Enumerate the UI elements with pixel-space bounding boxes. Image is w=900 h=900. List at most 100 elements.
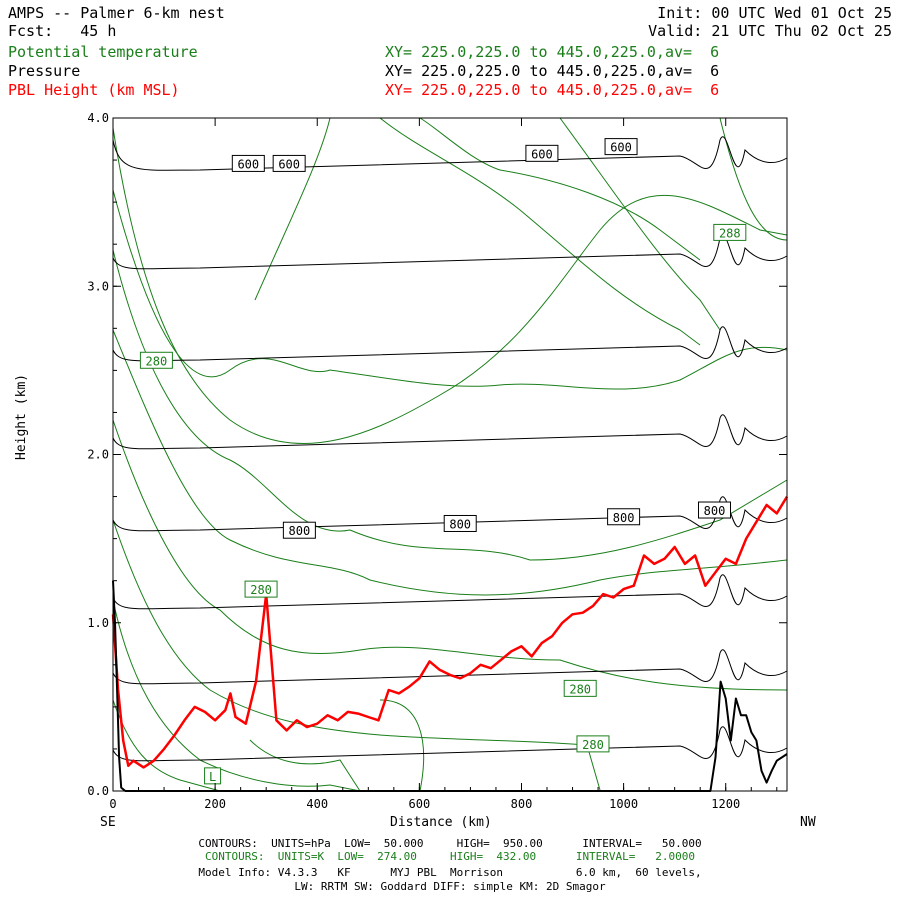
terrain-series-line: [112, 580, 788, 792]
pressure-contour-label-box: [443, 514, 477, 532]
theta-contour-label-text: 288: [719, 226, 741, 240]
theta-contour-label-text: 280: [582, 738, 604, 752]
theta-contour-line: [254, 117, 331, 301]
y-tick-label: 0.0: [87, 784, 109, 798]
theta-contour-label-box: [563, 679, 597, 697]
pressure-contour-label-text: 600: [278, 157, 300, 171]
footer-model-info: Model Info: V4.3.3 KF MYJ PBL Morrison 6…: [198, 866, 702, 879]
y-tick-label: 2.0: [87, 448, 109, 462]
theta-contour-label: 280: [244, 580, 278, 598]
pressure-contour-line: [112, 496, 788, 532]
field-pbl-label: PBL Height (km MSL): [8, 81, 180, 99]
pressure-contour-label-text: 600: [610, 141, 632, 155]
theta-contour-label: 280: [563, 679, 597, 697]
theta-contour-label-box: [713, 223, 747, 241]
x-tick-label: 1000: [609, 797, 638, 811]
pressure-contour-line: [112, 414, 788, 450]
x-tick-label: 0: [109, 797, 116, 811]
data-series: [111, 495, 789, 792]
theta-contour-label-text: 280: [146, 354, 168, 368]
pressure-contour-label-text: 800: [449, 517, 471, 531]
pressure-contour-label: 600: [604, 138, 638, 156]
field-theta-label: Potential temperature: [8, 43, 198, 61]
theta-contour-label-box: [576, 735, 610, 753]
pressure-contour-line: [112, 726, 788, 762]
contour-labels: 600 600 600 600 800 800 800 800 280 280 280 280 288 L: [139, 138, 747, 785]
x-axis-title: Distance (km): [390, 815, 492, 830]
theta-contour-line: [379, 699, 425, 792]
field-pressure-label: Pressure: [8, 62, 81, 80]
theta-contour-label-text: 280: [250, 583, 272, 597]
pressure-contour-line: [112, 234, 788, 270]
pressure-contour-label-box: [525, 144, 559, 162]
theta-contour-label: 288: [713, 223, 747, 241]
pressure-contour-label: 800: [282, 521, 316, 539]
chart-title: AMPS -- Palmer 6-km nest: [8, 4, 225, 22]
pressure-contours: [112, 136, 788, 762]
y-axis-title: Height (km): [14, 373, 29, 460]
theta-contour-line: [112, 329, 788, 596]
nw-label: NW: [800, 815, 816, 830]
theta-contour-line: [112, 699, 221, 792]
theta-contour-line: [379, 117, 701, 346]
x-tick-label: 400: [306, 797, 328, 811]
theta-contour-line: [419, 117, 701, 261]
theta-contour-label-box: [139, 351, 173, 369]
pressure-contour-label: 800: [697, 501, 731, 519]
xy-theta: XY= 225.0,225.0 to 445.0,225.0,av= 6: [385, 43, 720, 61]
pressure-contour-label: 800: [607, 508, 641, 526]
pressure-contour-label-box: [231, 154, 265, 172]
pressure-contour-label: 600: [272, 154, 306, 172]
xy-pbl: XY= 225.0,225.0 to 445.0,225.0,av= 6: [385, 81, 720, 99]
footer-pressure-contours: CONTOURS: UNITS=hPa LOW= 50.000 HIGH= 95…: [198, 837, 702, 850]
theta-contour-line: [112, 419, 788, 691]
theta-contour-label-text: 280: [569, 682, 591, 696]
low-marker: L: [204, 767, 222, 785]
pressure-contour-label-text: 800: [704, 504, 726, 518]
theta-contour-label-box: [244, 580, 278, 598]
pressure-contour-line: [112, 326, 788, 362]
theta-contour-line: [559, 117, 721, 331]
low-marker-box: [204, 767, 222, 785]
pressure-contour-label: 600: [525, 144, 559, 162]
pressure-contour-label-box: [607, 508, 641, 526]
pressure-contour-line: [112, 649, 788, 685]
theta-contour-line: [112, 127, 788, 444]
y-tick-label: 4.0: [87, 111, 109, 125]
axes: 0 200 400 600 800 1000 1200 0.0 1.0 2.0 3.0 4.0: [87, 111, 787, 811]
low-marker-text: L: [209, 770, 216, 784]
pressure-contour-label-box: [272, 154, 306, 172]
theta-contour-line: [112, 249, 788, 561]
valid-time: Valid: 21 UTC Thu 02 Oct 25: [648, 22, 892, 40]
footer-theta-contours: CONTOURS: UNITS=K LOW= 274.00 HIGH= 432.…: [204, 850, 696, 863]
theta-contour-line: [719, 117, 788, 241]
theta-contour-line: [249, 739, 361, 792]
forecast-hour: Fcst: 45 h: [8, 22, 117, 40]
xy-pressure: XY= 225.0,225.0 to 445.0,225.0,av= 6: [385, 62, 720, 80]
pbl-height-series-line: [111, 495, 789, 769]
pressure-contour-label-text: 800: [289, 524, 311, 538]
theta-contour-label: 280: [139, 351, 173, 369]
footer-physics: LW: RRTM SW: Goddard DIFF: simple KM: 2D…: [294, 880, 606, 893]
pressure-contour-label-text: 600: [237, 157, 259, 171]
pressure-contour-label: 600: [231, 154, 265, 172]
pressure-contour-label-box: [604, 138, 638, 156]
pressure-contour-line: [112, 136, 788, 171]
se-label: SE: [100, 815, 116, 830]
theta-contours: [112, 117, 788, 792]
theta-contour-label: 280: [576, 735, 610, 753]
pressure-contour-label-box: [282, 521, 316, 539]
y-tick-label: 3.0: [87, 279, 109, 293]
y-tick-label: 1.0: [87, 616, 109, 630]
x-tick-label: 200: [204, 797, 226, 811]
pressure-contour-line: [112, 574, 788, 610]
x-tick-label: 800: [511, 797, 533, 811]
x-tick-label: 600: [409, 797, 431, 811]
theta-contour-line: [112, 519, 601, 791]
theta-contour-line: [112, 189, 788, 390]
pressure-contour-label-text: 600: [531, 147, 553, 161]
x-tick-label: 1200: [711, 797, 740, 811]
pressure-contour-label-box: [697, 501, 731, 519]
pressure-contour-label-text: 800: [613, 511, 635, 525]
